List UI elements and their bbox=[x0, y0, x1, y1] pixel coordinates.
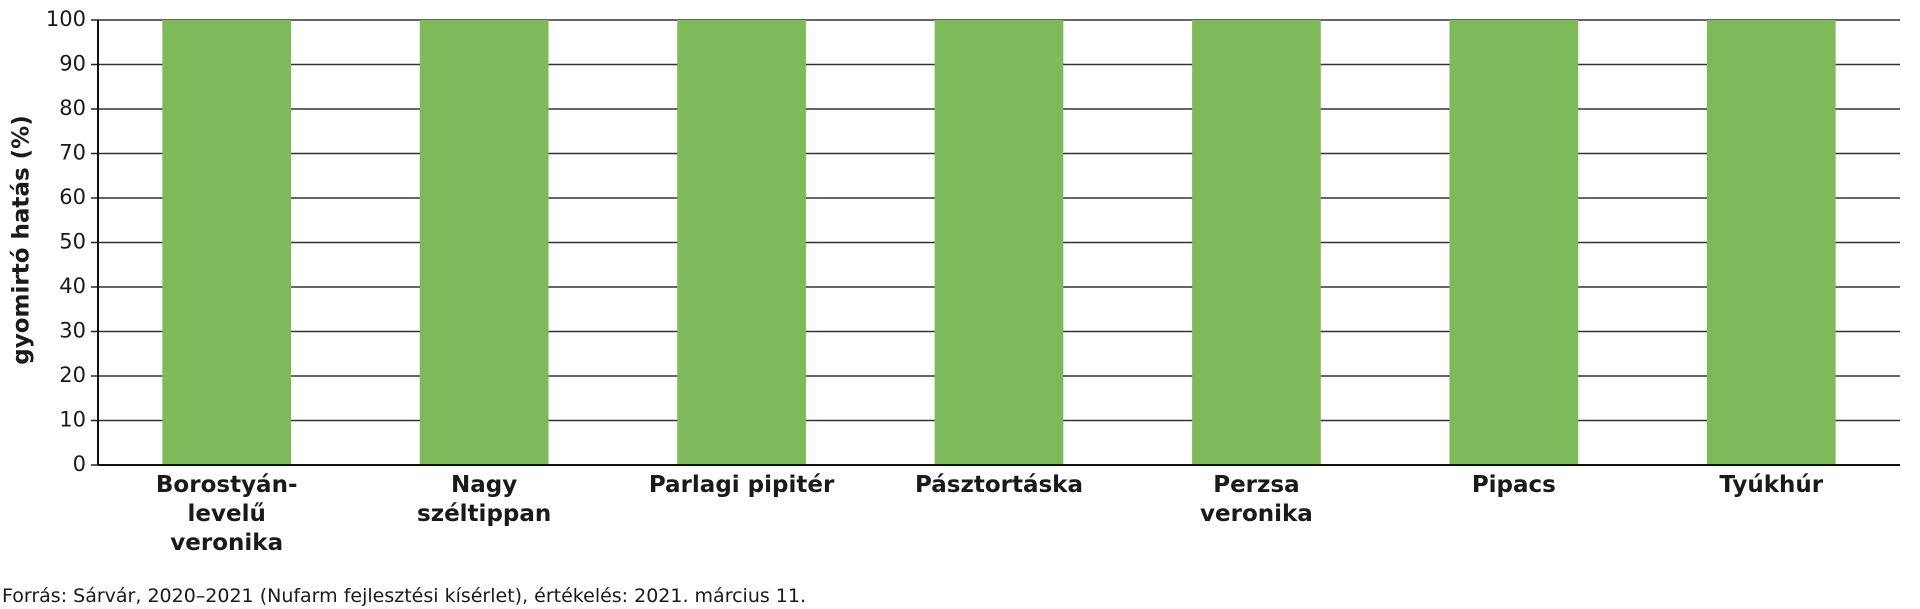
bar bbox=[1449, 20, 1579, 465]
y-tick-label: 70 bbox=[59, 141, 86, 165]
y-tick-label: 90 bbox=[59, 52, 86, 76]
y-axis-label: gyomirtó hatás (%) bbox=[9, 115, 35, 364]
bar bbox=[1706, 20, 1836, 465]
y-tick-label: 30 bbox=[59, 319, 86, 343]
x-tick-label: Tyúkhúr bbox=[1719, 472, 1824, 498]
x-tick-label: Pásztortáska bbox=[915, 472, 1083, 498]
x-tick-label: Nagy széltippan bbox=[417, 472, 552, 527]
y-tick-label: 100 bbox=[46, 7, 86, 31]
y-tick-label: 50 bbox=[59, 230, 86, 254]
bar bbox=[677, 20, 806, 465]
x-tick-label: Parlagi pipitér bbox=[648, 472, 835, 498]
y-tick-label: 20 bbox=[59, 363, 86, 387]
x-tick-label: Borostyán- levelű veronika bbox=[155, 472, 298, 556]
y-tick-label: 60 bbox=[59, 185, 86, 209]
y-tick-label: 80 bbox=[59, 96, 86, 120]
bar bbox=[162, 20, 292, 465]
y-tick-label: 0 bbox=[73, 452, 86, 476]
y-tick-label: 10 bbox=[59, 408, 86, 432]
y-tick-label: 40 bbox=[59, 274, 86, 298]
bar bbox=[934, 20, 1064, 465]
x-tick-label: Perzsa veronika bbox=[1200, 472, 1313, 527]
bar bbox=[1192, 20, 1321, 465]
bar bbox=[419, 20, 549, 465]
source-note: Forrás: Sárvár, 2020–2021 (Nufarm fejles… bbox=[2, 585, 807, 607]
x-tick-label: Pipacs bbox=[1471, 472, 1556, 498]
